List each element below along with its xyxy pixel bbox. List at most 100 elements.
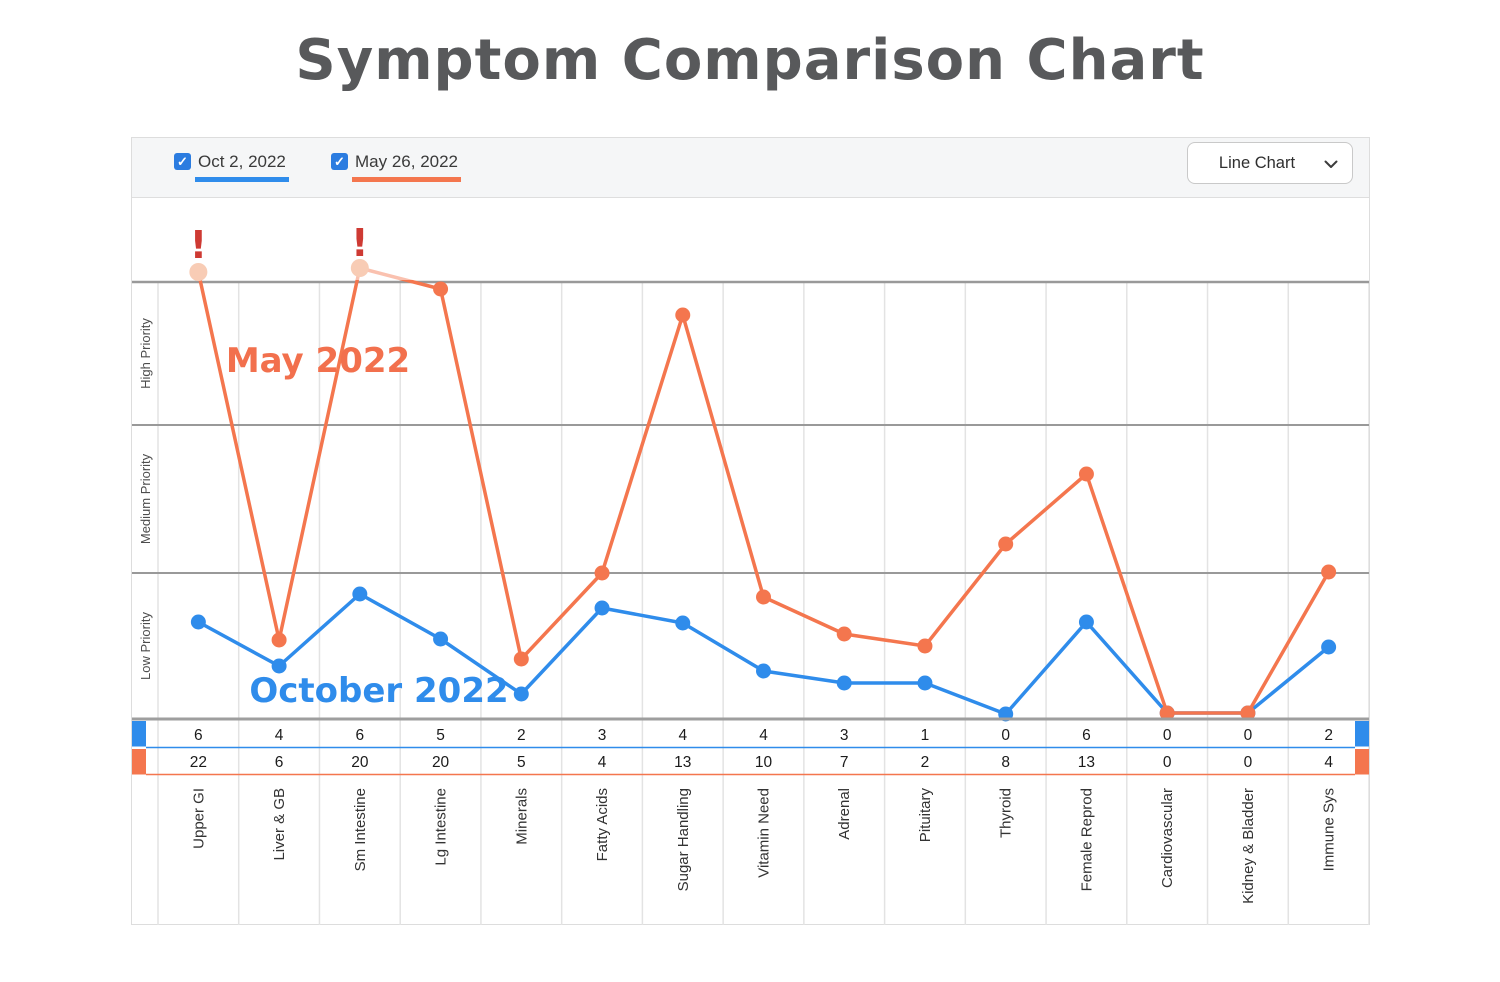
- data-point[interactable]: [513, 686, 529, 702]
- checkbox-checked-icon[interactable]: ✓: [174, 153, 191, 170]
- row-series-marker: [132, 721, 146, 747]
- series-color-underline: [352, 177, 462, 182]
- data-point[interactable]: [836, 626, 852, 642]
- data-point[interactable]: [190, 614, 206, 630]
- line-chart: ! !6 4 6 5 2 3 4 4 3 1 0 6 0 0 222 6 20 20 5 4 13 10 7 2 8 13 0 0 4Up…: [132, 198, 1369, 925]
- category-label: Immune Sys: [1321, 788, 1338, 871]
- category-label: Vitamin Need: [756, 788, 773, 878]
- series-toggle-label: May 26, 2022: [355, 152, 459, 171]
- table-value: 5: [517, 754, 526, 771]
- data-point[interactable]: [1240, 705, 1256, 721]
- table-value: 3: [598, 727, 607, 744]
- category-label: Pituitary: [917, 788, 934, 843]
- table-value: 6: [194, 727, 203, 744]
- table-value: 6: [356, 727, 365, 744]
- series-toggle-label: Oct 2, 2022: [198, 152, 286, 171]
- table-value: 7: [840, 754, 849, 771]
- table-value: 1: [921, 727, 930, 744]
- category-label: Cardiovascular: [1159, 788, 1176, 888]
- table-value: 10: [755, 754, 773, 771]
- data-point[interactable]: [352, 586, 368, 602]
- page-title: Symptom Comparison Chart: [295, 28, 1205, 93]
- table-value: 4: [275, 727, 284, 744]
- data-point[interactable]: [513, 651, 529, 667]
- y-band-label: Low Priority: [138, 612, 153, 680]
- chart-type-value: Line Chart: [1218, 153, 1296, 172]
- data-point[interactable]: [836, 675, 852, 691]
- series-toggle-label-wrap: Oct 2, 2022: [195, 152, 289, 182]
- category-label: Upper GI: [190, 788, 207, 849]
- data-point[interactable]: [271, 632, 287, 648]
- category-label: Female Reprod: [1078, 788, 1095, 891]
- table-value: 2: [517, 727, 526, 744]
- data-point[interactable]: [1078, 466, 1094, 482]
- table-value: 0: [1163, 754, 1172, 771]
- data-point[interactable]: [675, 307, 691, 323]
- y-band-label: High Priority: [138, 318, 153, 389]
- series-toggle-may-26-2022[interactable]: ✓ May 26, 2022: [331, 152, 462, 182]
- checkbox-checked-icon[interactable]: ✓: [331, 153, 348, 170]
- category-label: Sugar Handling: [675, 788, 692, 891]
- clipped-data-point[interactable]: [350, 259, 369, 277]
- row-series-marker: [132, 749, 146, 775]
- table-value: 13: [1078, 754, 1095, 771]
- chevron-down-icon: [1324, 160, 1338, 168]
- table-value: 4: [598, 754, 607, 771]
- data-point[interactable]: [756, 663, 771, 679]
- category-label: Lg Intestine: [433, 788, 450, 866]
- data-point[interactable]: [998, 536, 1014, 552]
- row-series-marker: [1355, 721, 1369, 747]
- data-point[interactable]: [594, 600, 610, 616]
- chart-type-select[interactable]: Line Chart: [1187, 142, 1353, 184]
- series-toggle-label-wrap: May 26, 2022: [352, 152, 462, 182]
- clip-fade-overlay: [132, 198, 1369, 280]
- category-label: Liver & GB: [271, 788, 288, 861]
- table-value: 20: [351, 754, 369, 771]
- table-value: 0: [1001, 727, 1010, 744]
- category-label: Minerals: [513, 788, 530, 845]
- clipped-data-point[interactable]: [189, 263, 208, 281]
- series-toggle-oct-2-2022[interactable]: ✓ Oct 2, 2022: [174, 152, 289, 182]
- data-point[interactable]: [756, 589, 771, 605]
- table-value: 13: [674, 754, 691, 771]
- category-label: Sm Intestine: [352, 788, 369, 871]
- category-label: Adrenal: [836, 788, 853, 840]
- data-point[interactable]: [675, 615, 691, 631]
- table-value: 8: [1001, 754, 1010, 771]
- data-point[interactable]: [1321, 564, 1337, 580]
- chart-header: ✓ Oct 2, 2022 ✓ May 26, 2022 Line Chart: [132, 138, 1369, 198]
- table-value: 5: [436, 727, 445, 744]
- category-label: Kidney & Bladder: [1240, 788, 1257, 904]
- data-point[interactable]: [1159, 705, 1175, 721]
- data-point[interactable]: [271, 658, 287, 674]
- data-point[interactable]: [594, 565, 610, 581]
- data-point[interactable]: [433, 631, 449, 647]
- series-annotation: October 2022: [249, 671, 508, 711]
- series-line: [196, 266, 1331, 715]
- data-point[interactable]: [1078, 614, 1094, 630]
- data-point[interactable]: [917, 675, 933, 691]
- series-color-underline: [195, 177, 289, 182]
- table-value: 4: [678, 727, 687, 744]
- table-value: 3: [840, 727, 849, 744]
- overflow-alert-icon: !: [190, 223, 207, 267]
- series-annotation: May 2022: [226, 341, 410, 381]
- y-band-label: Medium Priority: [138, 453, 153, 544]
- table-value: 0: [1244, 754, 1253, 771]
- data-point[interactable]: [917, 638, 933, 654]
- row-series-marker: [1355, 749, 1369, 775]
- overflow-alert-icon: !: [351, 221, 368, 265]
- category-label: Fatty Acids: [594, 788, 611, 861]
- table-value: 20: [432, 754, 450, 771]
- table-value: 4: [1324, 754, 1333, 771]
- table-value: 2: [921, 754, 930, 771]
- table-value: 22: [190, 754, 207, 771]
- table-value: 6: [275, 754, 284, 771]
- table-value: 2: [1324, 727, 1333, 744]
- data-point[interactable]: [1321, 639, 1337, 655]
- category-label: Thyroid: [998, 788, 1015, 838]
- table-value: 0: [1163, 727, 1172, 744]
- data-point[interactable]: [433, 281, 449, 297]
- table-value: 4: [759, 727, 768, 744]
